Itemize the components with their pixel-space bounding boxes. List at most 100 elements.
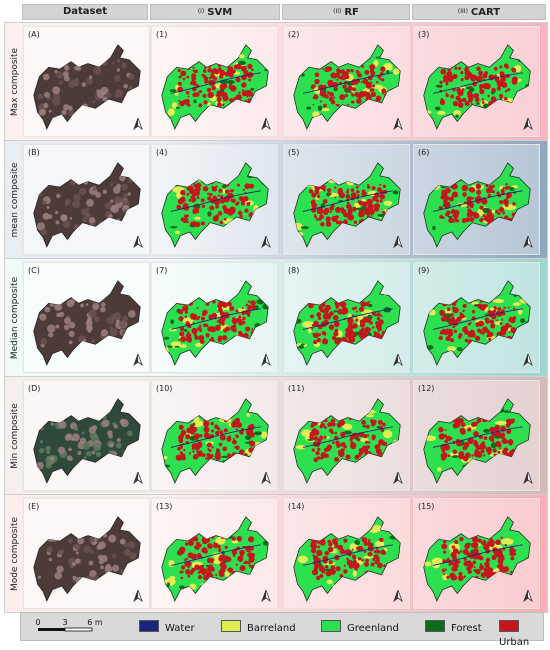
urban-patch xyxy=(247,305,252,311)
urban-patch xyxy=(447,454,451,458)
urban-patch xyxy=(185,321,190,326)
urban-patch xyxy=(379,183,382,186)
satellite-speck xyxy=(39,313,47,321)
forest-patch xyxy=(174,345,180,348)
urban-patch xyxy=(231,308,234,311)
classification-map xyxy=(423,398,531,484)
satellite-speck xyxy=(48,109,52,113)
urban-patch xyxy=(251,328,254,331)
satellite-speck xyxy=(47,324,56,333)
barreland-patch xyxy=(302,321,315,328)
urban-patch xyxy=(511,67,517,73)
satellite-speck xyxy=(68,79,77,88)
barreland-patch xyxy=(301,429,312,437)
urban-patch xyxy=(472,75,476,79)
satellite-speck xyxy=(62,220,71,229)
urban-patch xyxy=(239,566,243,569)
urban-patch xyxy=(462,446,467,451)
barreland-patch xyxy=(471,410,483,415)
urban-patch xyxy=(364,440,369,444)
water-line xyxy=(170,190,261,212)
forest-patch xyxy=(386,583,393,588)
urban-patch xyxy=(496,218,499,221)
urban-patch xyxy=(222,446,228,452)
urban-patch xyxy=(452,220,455,223)
urban-patch xyxy=(210,574,214,577)
urban-patch xyxy=(366,185,371,189)
urban-patch xyxy=(239,102,245,109)
urban-patch xyxy=(203,66,207,70)
urban-patch xyxy=(352,563,356,567)
urban-patch xyxy=(317,195,320,199)
satellite-speck xyxy=(75,576,83,585)
forest-patch xyxy=(434,106,441,111)
satellite-speck xyxy=(114,75,121,82)
urban-patch xyxy=(499,102,505,108)
urban-patch xyxy=(194,564,201,571)
urban-patch xyxy=(187,574,191,578)
satellite-speck xyxy=(121,328,130,337)
panel-id: (7) xyxy=(156,266,168,275)
urban-patch xyxy=(502,312,506,316)
urban-patch xyxy=(473,566,476,569)
urban-patch xyxy=(499,200,504,205)
panel-id: (B) xyxy=(28,148,40,157)
urban-patch xyxy=(335,220,340,225)
urban-patch xyxy=(209,193,213,197)
satellite-speck xyxy=(121,315,129,322)
satellite-speck xyxy=(55,211,59,215)
urban-patch xyxy=(443,573,446,576)
barreland-patch xyxy=(522,222,527,229)
row-label: mean composite xyxy=(5,141,25,258)
satellite-speck xyxy=(58,420,67,429)
urban-patch xyxy=(208,76,212,80)
forest-patch xyxy=(162,464,171,468)
urban-patch xyxy=(203,419,206,422)
urban-patch xyxy=(481,540,487,546)
map-outline xyxy=(293,280,401,366)
satellite-speck xyxy=(39,426,44,431)
satellite-speck xyxy=(119,538,126,545)
urban-patch xyxy=(492,339,498,346)
satellite-speck xyxy=(85,409,94,418)
urban-patch xyxy=(376,549,381,554)
satellite-speck xyxy=(61,61,68,68)
urban-patch xyxy=(201,453,206,458)
satellite-speck xyxy=(122,192,129,199)
header-rf-label: RF xyxy=(344,7,359,18)
urban-patch xyxy=(453,329,458,334)
urban-patch xyxy=(508,217,512,221)
urban-patch xyxy=(240,198,246,204)
urban-patch xyxy=(457,335,462,339)
urban-patch xyxy=(209,338,215,344)
panel-id: (8) xyxy=(288,266,300,275)
satellite-speck xyxy=(74,77,79,82)
urban-patch xyxy=(506,428,512,434)
urban-patch xyxy=(180,576,184,580)
urban-patch xyxy=(208,80,213,84)
satellite-speck xyxy=(111,105,119,114)
satellite-speck xyxy=(85,319,93,327)
satellite-speck xyxy=(64,317,71,325)
legend-item: Urban xyxy=(499,620,543,648)
urban-patch xyxy=(178,99,181,102)
satellite-speck xyxy=(75,551,79,555)
satellite-speck xyxy=(123,449,132,458)
header-rf-roman: (II) xyxy=(333,8,342,15)
urban-patch xyxy=(196,307,199,309)
urban-patch xyxy=(447,557,450,561)
urban-patch xyxy=(234,340,238,343)
legend-swatch xyxy=(425,620,445,632)
satellite-speck xyxy=(116,345,122,351)
urban-patch xyxy=(461,184,468,192)
urban-patch xyxy=(484,569,489,573)
urban-patch xyxy=(462,303,467,309)
urban-patch xyxy=(217,318,224,325)
urban-patch xyxy=(320,222,325,227)
urban-patch xyxy=(491,190,495,194)
urban-patch xyxy=(192,454,199,460)
urban-patch xyxy=(239,549,245,556)
urban-patch xyxy=(188,198,192,202)
urban-patch xyxy=(485,319,490,324)
satellite-speck xyxy=(95,229,100,234)
